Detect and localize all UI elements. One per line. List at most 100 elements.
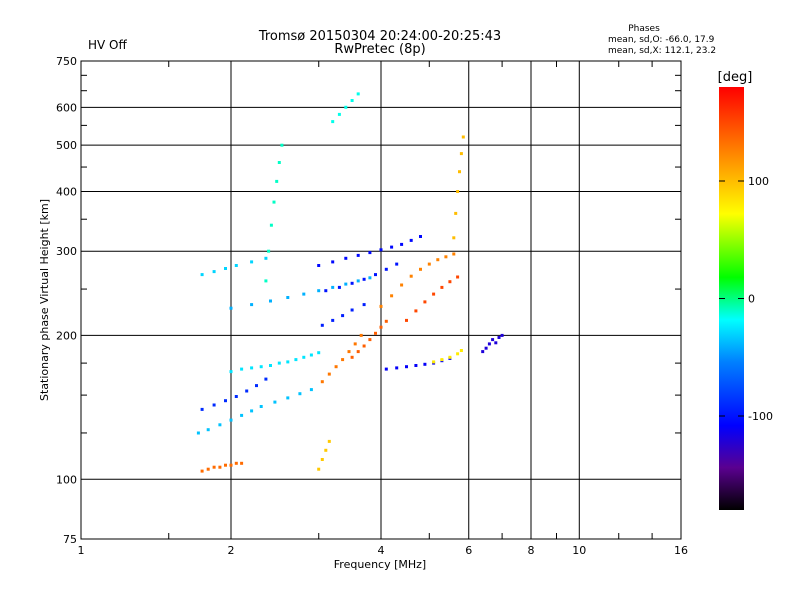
data-point <box>331 318 335 322</box>
data-point <box>344 256 348 260</box>
data-point <box>452 236 456 240</box>
data-point <box>309 353 313 357</box>
data-point <box>400 242 404 246</box>
data-point <box>302 292 306 296</box>
data-point <box>200 407 204 411</box>
data-point <box>317 289 321 293</box>
data-point <box>196 431 200 435</box>
y-tick-label: 600 <box>56 101 77 114</box>
data-point <box>419 267 422 271</box>
data-point <box>444 255 448 259</box>
colorbar-tick-label: 100 <box>748 175 769 188</box>
data-point <box>269 223 273 227</box>
data-point <box>250 303 254 307</box>
data-point <box>200 469 204 473</box>
y-tick-labels: 75 100 200 300 400 500 600 750 <box>56 55 77 546</box>
data-point <box>452 252 456 256</box>
data-point <box>448 280 452 284</box>
data-point <box>286 296 290 299</box>
x-tick-label: 10 <box>572 544 586 557</box>
data-point <box>423 362 427 366</box>
data-point <box>456 190 460 193</box>
data-point <box>206 467 210 471</box>
data-point <box>440 285 444 289</box>
y-tick-label: 100 <box>56 473 77 486</box>
phases-heading: Phases <box>628 24 660 34</box>
colorbar-tick-label: -100 <box>748 410 773 423</box>
data-point <box>259 365 263 369</box>
data-point <box>255 384 258 388</box>
data-point <box>461 135 465 139</box>
minor-ticks <box>81 61 681 539</box>
colorbar-label: [deg] <box>718 70 753 85</box>
data-point <box>432 360 436 364</box>
data-point <box>341 358 345 362</box>
data-point <box>302 355 306 359</box>
data-point <box>224 463 227 467</box>
data-point <box>200 273 204 277</box>
data-point <box>286 396 290 400</box>
data-point <box>409 238 413 242</box>
data-point <box>390 245 394 249</box>
x-tick-label: 6 <box>465 544 472 557</box>
data-point <box>280 143 284 147</box>
x-tick-label: 2 <box>228 544 235 557</box>
y-tick-label: 200 <box>56 329 77 342</box>
data-point <box>384 319 388 323</box>
data-point <box>259 405 263 408</box>
data-point <box>229 463 233 467</box>
data-point <box>250 366 254 370</box>
data-point <box>494 341 498 345</box>
data-point <box>212 465 216 469</box>
data-point <box>379 304 383 308</box>
data-point <box>459 152 463 156</box>
data-point <box>487 342 491 346</box>
data-point <box>409 274 413 278</box>
data-point <box>327 439 331 443</box>
data-point <box>405 365 408 369</box>
data-point <box>353 342 357 346</box>
data-point <box>320 458 324 461</box>
data-point <box>272 200 276 204</box>
data-point <box>362 344 366 348</box>
data-point <box>212 403 216 407</box>
data-point <box>337 112 341 116</box>
data-point <box>459 349 463 352</box>
data-point <box>286 360 290 364</box>
data-point <box>448 355 452 359</box>
data-point <box>269 299 272 303</box>
phase-stats-o: mean, sd,O: -66.0, 17.9 <box>608 35 715 45</box>
data-point <box>273 400 277 404</box>
data-point <box>456 275 460 279</box>
x-tick-label: 8 <box>528 544 535 557</box>
data-point <box>374 331 377 335</box>
data-point <box>269 364 272 367</box>
data-point <box>350 308 354 312</box>
data-point <box>379 325 383 329</box>
data-point <box>229 370 233 374</box>
data-point <box>427 262 431 266</box>
data-point <box>294 358 298 362</box>
data-point <box>331 285 335 289</box>
data-point <box>414 309 418 313</box>
data-point <box>350 99 354 102</box>
x-axis-label: Frequency [MHz] <box>334 558 426 571</box>
data-point <box>500 333 504 337</box>
data-point <box>229 306 233 310</box>
data-point <box>414 364 418 367</box>
data-point <box>298 392 302 396</box>
data-point <box>362 303 366 307</box>
data-point <box>440 358 444 362</box>
data-point <box>250 409 254 413</box>
data-point <box>405 318 408 322</box>
data-point <box>356 279 360 283</box>
data-point <box>436 258 440 262</box>
x-tick-label: 4 <box>378 544 385 557</box>
colorbar-ticks: 100 0 -100 <box>719 175 773 423</box>
data-point <box>347 350 351 354</box>
chart-title-line1: Tromsø 20150304 20:24:00-20:25:43 <box>258 29 501 44</box>
data-point <box>264 256 268 260</box>
data-point <box>350 281 354 285</box>
data-point <box>264 279 268 283</box>
